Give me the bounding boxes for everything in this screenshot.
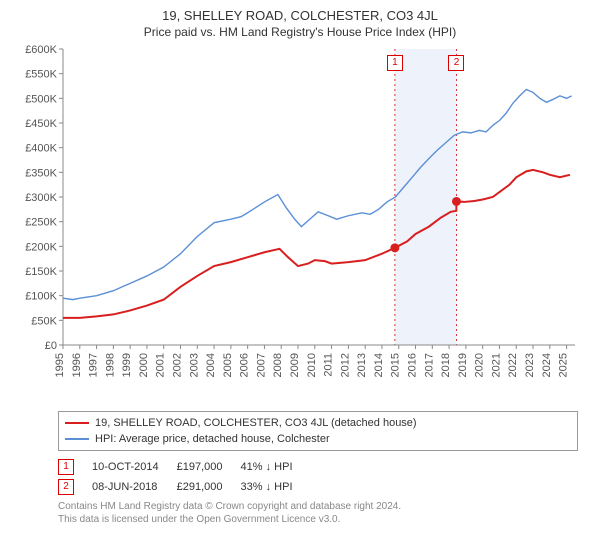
y-tick-label: £300K — [25, 192, 57, 204]
event-price: £197,000 — [177, 457, 241, 477]
y-tick-label: £350K — [25, 167, 57, 179]
legend: 19, SHELLEY ROAD, COLCHESTER, CO3 4JL (d… — [58, 411, 578, 451]
x-tick-label: 2000 — [138, 353, 150, 377]
y-tick-label: £0 — [45, 340, 57, 352]
event-date: 08-JUN-2018 — [92, 477, 177, 497]
legend-swatch — [65, 422, 89, 424]
x-tick-label: 1998 — [104, 353, 116, 377]
x-tick-label: 2005 — [222, 353, 234, 377]
event-delta: 41% ↓ HPI — [241, 457, 311, 477]
x-tick-label: 1997 — [88, 353, 100, 377]
x-tick-label: 2020 — [474, 353, 486, 377]
y-tick-label: £500K — [25, 93, 57, 105]
x-tick-label: 2003 — [188, 353, 200, 377]
legend-label: HPI: Average price, detached house, Colc… — [95, 433, 330, 445]
y-tick-label: £50K — [31, 315, 57, 327]
attribution-line1: Contains HM Land Registry data © Crown c… — [58, 501, 578, 514]
highlight-band — [395, 49, 457, 345]
chart-area: £0 £50K £100K £150K £200K £250K £300K £350K £400… — [15, 45, 585, 405]
event-date: 10-OCT-2014 — [92, 457, 177, 477]
attribution-line2: This data is licensed under the Open Gov… — [58, 514, 578, 527]
x-tick-label: 2008 — [272, 353, 284, 377]
chart-title: 19, SHELLEY ROAD, COLCHESTER, CO3 4JL — [10, 8, 590, 23]
x-tick-label: 2023 — [524, 353, 536, 377]
series-price_paid — [63, 170, 570, 318]
attribution: Contains HM Land Registry data © Crown c… — [58, 501, 578, 526]
x-tick-label: 2016 — [407, 353, 419, 377]
series-marker — [452, 197, 460, 205]
event-row: 1 10-OCT-2014£197,00041% ↓ HPI — [58, 457, 311, 477]
x-tick-label: 2007 — [255, 353, 267, 377]
legend-item: 19, SHELLEY ROAD, COLCHESTER, CO3 4JL (d… — [65, 415, 571, 431]
y-tick-label: £550K — [25, 69, 57, 81]
event-price: £291,000 — [177, 477, 241, 497]
events-table: 1 10-OCT-2014£197,00041% ↓ HPI 2 08-JUN-201… — [58, 457, 578, 497]
x-tick-label: 2021 — [490, 353, 502, 377]
x-tick-label: 2006 — [239, 353, 251, 377]
x-tick-label: 1996 — [71, 353, 83, 377]
event-marker: 1 — [58, 459, 74, 475]
x-tick-label: 2022 — [507, 353, 519, 377]
x-tick-label: 2024 — [541, 353, 553, 377]
x-tick-label: 2014 — [373, 353, 385, 377]
y-tick-label: £400K — [25, 143, 57, 155]
x-tick-label: 1995 — [54, 353, 66, 377]
legend-swatch — [65, 438, 89, 440]
x-tick-label: 1999 — [121, 353, 133, 377]
x-tick-label: 2019 — [457, 353, 469, 377]
event-row: 2 08-JUN-2018£291,00033% ↓ HPI — [58, 477, 311, 497]
y-tick-label: £600K — [25, 45, 57, 56]
event-badge: 2 — [448, 55, 464, 71]
x-tick-label: 2004 — [205, 353, 217, 377]
y-tick-label: £200K — [25, 241, 57, 253]
x-tick-label: 2001 — [155, 353, 167, 377]
y-tick-label: £450K — [25, 118, 57, 130]
event-marker: 2 — [58, 479, 74, 495]
y-tick-label: £100K — [25, 291, 57, 303]
x-tick-label: 2010 — [306, 353, 318, 377]
x-tick-label: 2009 — [289, 353, 301, 377]
x-tick-label: 2015 — [390, 353, 402, 377]
event-badge: 1 — [387, 55, 403, 71]
y-tick-label: £250K — [25, 217, 57, 229]
chart-subtitle: Price paid vs. HM Land Registry's House … — [10, 25, 590, 39]
legend-item: HPI: Average price, detached house, Colc… — [65, 431, 571, 447]
series-marker — [391, 244, 399, 252]
x-tick-label: 2013 — [356, 353, 368, 377]
x-tick-label: 2025 — [558, 353, 570, 377]
x-tick-label: 2018 — [440, 353, 452, 377]
x-tick-label: 2017 — [423, 353, 435, 377]
x-tick-label: 2012 — [339, 353, 351, 377]
x-tick-label: 2011 — [323, 353, 335, 377]
x-tick-label: 2002 — [172, 353, 184, 377]
chart-svg: £0 £50K £100K £150K £200K £250K £300K £350K £400… — [15, 45, 585, 405]
event-delta: 33% ↓ HPI — [241, 477, 311, 497]
y-tick-label: £150K — [25, 266, 57, 278]
legend-label: 19, SHELLEY ROAD, COLCHESTER, CO3 4JL (d… — [95, 417, 417, 429]
